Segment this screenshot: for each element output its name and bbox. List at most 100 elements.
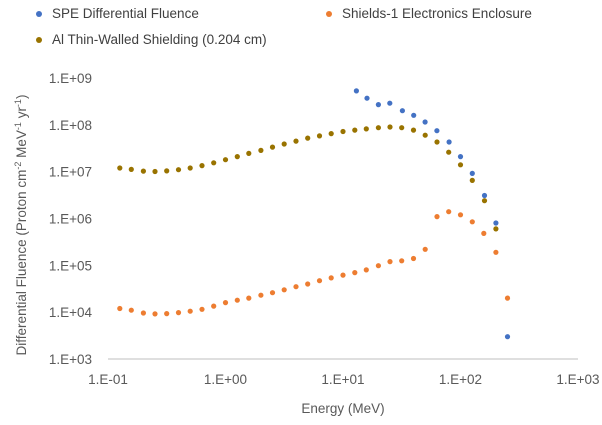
data-point-series-3 (457, 162, 464, 168)
data-point-series-3 (340, 128, 346, 135)
data-point-series-3 (293, 138, 299, 144)
data-point-series-2 (410, 255, 417, 262)
y-tick-label: 1.E+07 (49, 165, 92, 180)
data-point-series-2 (164, 311, 170, 317)
y-axis-label: Differential Fluence (Proton cm-2 MeV-1 … (13, 95, 29, 356)
data-point-series-2 (375, 263, 381, 269)
data-point-series-3 (269, 144, 276, 150)
data-point-series-3 (164, 168, 170, 174)
data-point-series-2 (481, 230, 487, 236)
data-point-series-3 (410, 127, 417, 133)
data-point-series-1 (364, 95, 370, 101)
data-point-series-2 (152, 311, 158, 317)
data-point-series-2 (434, 214, 440, 220)
data-point-series-2 (246, 295, 252, 301)
data-points (117, 88, 511, 340)
data-point-series-3 (352, 127, 358, 133)
data-point-series-2 (399, 258, 405, 264)
legend: SPE Differential Fluence Shields-1 Elect… (0, 0, 602, 60)
data-point-series-3 (152, 168, 158, 175)
y-tick-label: 1.E+05 (49, 258, 92, 273)
data-point-series-2 (457, 212, 464, 218)
data-point-series-3 (187, 165, 193, 171)
x-tick-label: 1.E+01 (321, 372, 364, 387)
data-point-series-1 (481, 192, 488, 199)
y-axis-label-sup3: -1 (13, 99, 23, 107)
legend-marker-al (36, 36, 42, 43)
data-point-series-3 (469, 177, 475, 183)
legend-item-shields: Shields-1 Electronics Enclosure (326, 6, 532, 21)
data-point-series-1 (469, 170, 475, 176)
data-point-series-2 (128, 307, 134, 313)
data-point-series-3 (328, 131, 334, 137)
y-axis-label-end: ) (14, 95, 29, 100)
data-point-series-3 (117, 165, 123, 171)
data-point-series-2 (446, 209, 452, 215)
data-point-series-2 (352, 270, 358, 276)
data-point-series-3 (446, 149, 452, 155)
legend-label-al: Al Thin-Walled Shielding (0.204 cm) (52, 32, 267, 47)
data-point-series-1 (399, 108, 405, 114)
x-tick-label: 1.E+03 (556, 372, 599, 387)
data-point-series-1 (411, 112, 417, 118)
data-point-series-3 (258, 147, 264, 153)
data-point-series-2 (281, 287, 287, 293)
x-tick-labels: 1.E-01 1.E+00 1.E+01 1.E+02 1.E+03 (88, 372, 599, 387)
y-axis-label-mid: MeV (14, 130, 29, 162)
data-point-series-1 (504, 334, 511, 340)
data-point-series-1 (434, 128, 440, 134)
data-point-series-2 (117, 305, 123, 312)
data-point-series-1 (353, 88, 359, 94)
data-point-series-1 (375, 102, 381, 108)
data-point-series-2 (422, 246, 428, 252)
data-point-series-3 (246, 150, 252, 156)
data-point-series-3 (222, 157, 229, 163)
x-tick-label: 1.E-01 (88, 372, 128, 387)
y-tick-labels: 1.E+03 1.E+04 1.E+05 1.E+06 1.E+07 1.E+08 1.E+… (49, 71, 93, 367)
data-point-series-2 (387, 259, 393, 265)
data-point-series-3 (140, 168, 146, 174)
data-point-series-1 (446, 139, 452, 145)
x-tick-label: 1.E+02 (439, 372, 482, 387)
data-point-series-3 (422, 132, 428, 138)
data-point-series-1 (387, 100, 393, 106)
data-point-series-1 (422, 119, 428, 125)
x-axis-label: Energy (MeV) (301, 401, 384, 416)
data-point-series-3 (199, 163, 205, 169)
data-point-series-2 (175, 310, 182, 316)
data-point-series-3 (399, 125, 405, 131)
data-point-series-2 (222, 300, 229, 306)
y-axis-label-sup1: -2 (13, 162, 23, 170)
data-point-series-2 (305, 281, 311, 287)
data-point-series-1 (457, 154, 464, 160)
data-point-series-3 (128, 166, 134, 172)
y-tick-label: 1.E+09 (49, 71, 92, 86)
data-point-series-1 (493, 220, 499, 226)
legend-item-al: Al Thin-Walled Shielding (0.204 cm) (36, 32, 267, 47)
data-point-series-2 (211, 303, 217, 309)
data-point-series-2 (316, 278, 323, 284)
data-point-series-2 (493, 249, 499, 255)
y-tick-label: 1.E+06 (49, 212, 92, 227)
data-point-series-2 (269, 290, 276, 296)
data-point-series-2 (293, 284, 299, 290)
data-point-series-3 (316, 133, 323, 139)
data-point-series-3 (434, 139, 440, 145)
legend-label-shields: Shields-1 Electronics Enclosure (342, 6, 532, 21)
data-point-series-2 (363, 267, 369, 273)
legend-marker-spe (36, 10, 42, 17)
data-point-series-3 (234, 154, 240, 160)
y-tick-label: 1.E+04 (49, 305, 93, 320)
data-point-series-2 (187, 308, 193, 314)
y-axis-label-main: Differential Fluence (Proton cm (14, 170, 29, 356)
data-point-series-2 (340, 272, 346, 278)
data-point-series-3 (375, 125, 381, 131)
legend-label-spe: SPE Differential Fluence (52, 6, 199, 21)
data-point-series-3 (493, 226, 499, 232)
data-point-series-3 (363, 126, 369, 132)
y-axis-label-mid2: yr (14, 107, 29, 123)
data-point-series-2 (199, 306, 205, 312)
data-point-series-2 (234, 297, 240, 303)
y-tick-label: 1.E+08 (49, 118, 92, 133)
